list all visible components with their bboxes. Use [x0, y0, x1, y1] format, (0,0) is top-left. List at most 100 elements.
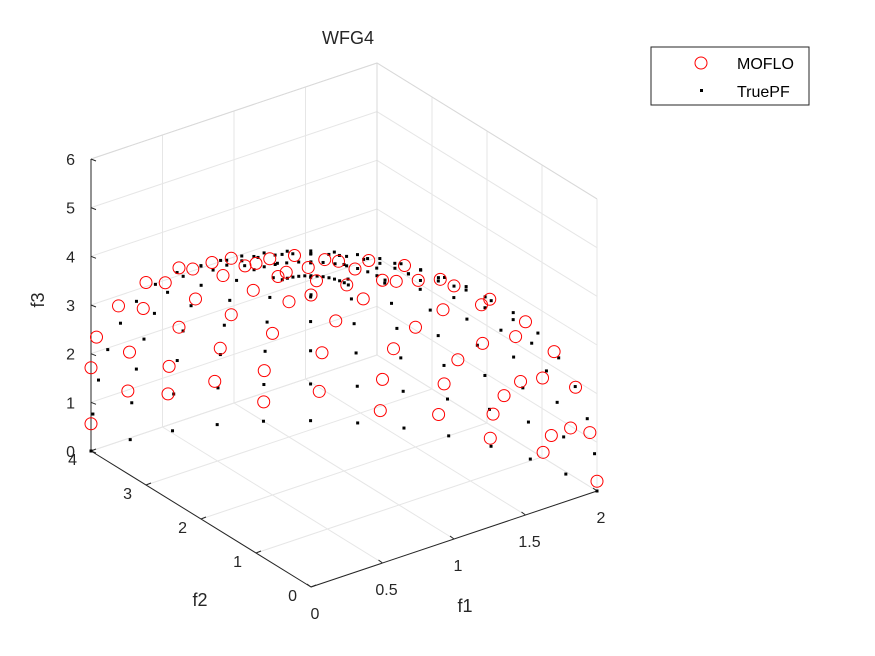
truepf-point: [436, 279, 440, 283]
truepf-point: [280, 278, 284, 282]
truepf-point: [152, 311, 156, 315]
truepf-point: [134, 367, 138, 371]
truepf-point: [406, 272, 410, 276]
truepf-point: [383, 281, 387, 285]
moflo-point: [271, 270, 285, 284]
truepf-point: [199, 283, 203, 287]
moflo-point: [315, 346, 329, 360]
gridline-y-floor: [255, 456, 543, 554]
truepf-point: [356, 421, 360, 425]
moflo-point: [411, 273, 425, 287]
moflo-point: [376, 273, 389, 287]
truepf-point: [265, 320, 269, 324]
moflo-point: [409, 320, 422, 334]
truepf-point: [338, 279, 342, 283]
truepf-point: [96, 378, 100, 382]
truepf-point: [446, 397, 450, 401]
gridline-y-floor: [200, 422, 488, 520]
truepf-point: [303, 274, 307, 278]
gridline-z-side: [376, 208, 598, 346]
truepf-point: [399, 356, 403, 360]
moflo-point: [249, 256, 263, 270]
truepf-point: [309, 349, 313, 353]
z-tick-label: 4: [66, 249, 75, 266]
legend-moflo-marker: [694, 56, 708, 70]
gridline-z-back: [90, 208, 378, 306]
truepf-point: [321, 260, 325, 264]
truepf-point: [153, 282, 157, 286]
x-tick-mark: [521, 511, 526, 516]
gridline-z-back: [90, 257, 378, 355]
moflo-point: [433, 272, 447, 286]
moflo-point: [340, 278, 354, 292]
z-tick-label: 6: [66, 152, 75, 169]
truepf-point: [199, 264, 203, 268]
moflo-point: [288, 249, 301, 263]
truepf-point: [309, 419, 313, 423]
x-tick-label: 2: [597, 510, 606, 527]
moflo-point: [536, 371, 550, 385]
moflo-point: [186, 262, 200, 276]
truepf-point: [395, 326, 399, 330]
truepf-point: [355, 384, 359, 388]
moflo-point: [376, 372, 389, 386]
moflo-point: [509, 330, 523, 344]
z-tick-mark: [90, 207, 97, 211]
moflo-point: [544, 429, 558, 443]
moflo-point: [312, 384, 326, 398]
truepf-point: [355, 253, 359, 257]
z-tick-label: 0: [66, 444, 75, 461]
gridline-z-back: [90, 159, 378, 257]
legend-truepf-marker: [700, 89, 703, 92]
x-tick-label: 1.5: [518, 534, 540, 551]
grid-layer: [90, 62, 598, 588]
truepf-point: [142, 337, 146, 341]
moflo-series: [84, 249, 604, 488]
truepf-point: [285, 249, 289, 253]
moflo-point: [224, 251, 238, 265]
truepf-point: [189, 304, 193, 308]
truepf-point: [262, 251, 266, 255]
truepf-point: [240, 254, 244, 258]
truepf-point: [544, 369, 548, 373]
moflo-point: [387, 342, 400, 356]
truepf-point: [521, 386, 525, 390]
box-edge-top-side: [376, 62, 598, 200]
truepf-point: [89, 449, 93, 453]
truepf-point: [393, 261, 397, 265]
truepf-point: [309, 252, 313, 256]
truepf-point: [557, 356, 561, 360]
moflo-point: [257, 395, 271, 409]
truepf-point: [436, 276, 440, 280]
z-tick-mark: [90, 401, 97, 405]
gridline-z-side: [376, 257, 598, 395]
moflo-point: [263, 252, 277, 266]
moflo-point: [514, 374, 528, 388]
y-tick-label: 1: [233, 554, 242, 571]
moflo-point: [373, 404, 387, 418]
y-tick-label: 4: [68, 452, 77, 469]
truepf-point: [483, 295, 487, 299]
truepf-point: [211, 268, 215, 272]
x-tick-mark: [449, 535, 455, 540]
gridline-z-side: [376, 305, 598, 443]
truepf-point: [562, 435, 566, 439]
moflo-point: [389, 274, 403, 288]
moflo-point: [486, 407, 500, 421]
y-tick-label: 0: [288, 588, 297, 605]
moflo-point: [519, 315, 532, 329]
moflo-point: [216, 269, 230, 283]
truepf-point: [243, 264, 247, 268]
truepf-point: [511, 311, 515, 315]
truepf-point: [166, 290, 170, 294]
truepf-point: [327, 276, 331, 280]
moflo-point: [172, 320, 186, 334]
truepf-point: [309, 382, 313, 386]
moflo-point: [583, 426, 597, 440]
moflo-point: [161, 387, 175, 401]
truepf-point: [297, 260, 301, 264]
moflo-point: [139, 276, 153, 290]
x-axis-label: f1: [457, 596, 472, 616]
